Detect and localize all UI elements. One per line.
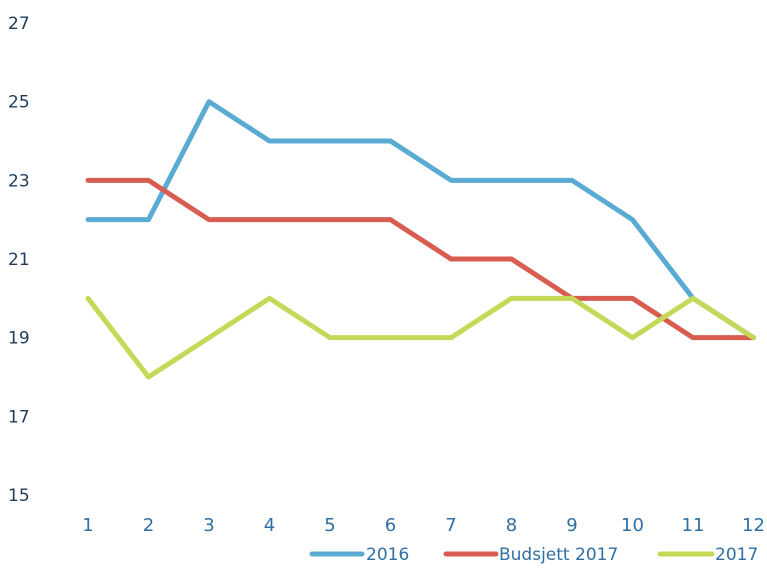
y-tick-label: 17	[8, 407, 30, 427]
x-tick-label: 5	[324, 515, 335, 536]
x-tick-label: 10	[621, 515, 644, 536]
x-tick-label: 8	[506, 515, 517, 536]
y-tick-label: 21	[8, 250, 30, 270]
x-tick-label: 2	[143, 515, 154, 536]
y-tick-label: 27	[8, 14, 30, 34]
legend-label-0: 2016	[366, 545, 409, 565]
x-tick-label: 4	[264, 515, 275, 536]
x-tick-label: 12	[742, 515, 765, 536]
series-lines	[85, 99, 756, 380]
x-tick-label: 9	[566, 515, 577, 536]
x-tick-label: 1	[82, 515, 93, 536]
x-tick-label: 3	[203, 515, 214, 536]
y-tick-label: 25	[8, 93, 30, 113]
y-tick-label: 23	[8, 171, 30, 191]
legend: 2016 Budsjett 2017 2017	[309, 545, 758, 565]
series-line-1	[85, 177, 756, 341]
y-tick-label: 15	[8, 486, 30, 506]
legend-label-1: Budsjett 2017	[499, 545, 618, 565]
x-tick-label: 6	[385, 515, 396, 536]
legend-label-2: 2017	[715, 545, 758, 565]
series-line-2	[85, 295, 756, 380]
series-line-0	[85, 99, 756, 341]
x-tick-label: 11	[682, 515, 705, 536]
y-axis: 15 17 19 21 23 25 27	[8, 14, 30, 506]
x-tick-label: 7	[445, 515, 456, 536]
x-axis: 1 2 3 4 5 6 7 8 9 10 11 12	[82, 515, 765, 536]
y-tick-label: 19	[8, 329, 30, 349]
